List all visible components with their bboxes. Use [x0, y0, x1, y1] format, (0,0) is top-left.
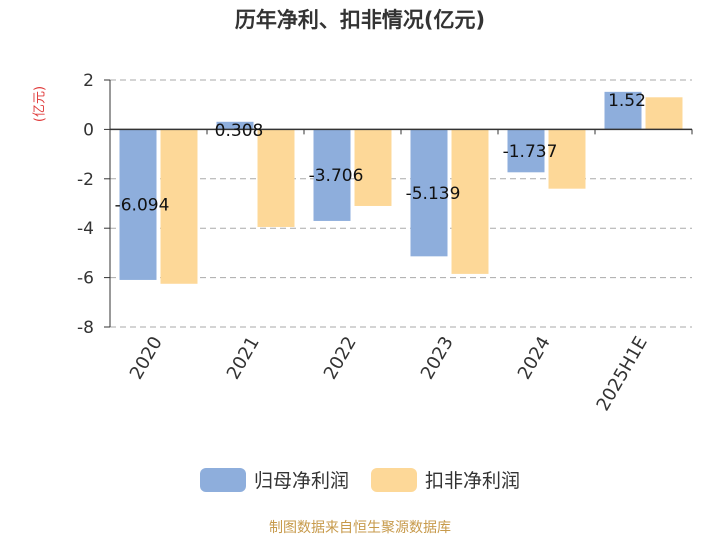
bar-net-profit-2022 [313, 129, 351, 221]
legend-swatch-net-profit [199, 467, 246, 492]
data-label-net-profit: -5.139 [406, 184, 461, 204]
bar-deducted-profit-2024 [548, 129, 586, 189]
bar-net-profit-2025H1E [604, 91, 642, 130]
y-tick-label: 2 [83, 71, 94, 91]
x-tick-label: 2022 [320, 333, 361, 383]
y-tick-label: 0 [83, 120, 94, 140]
legend-label-deducted-profit: 扣非净利润 [425, 470, 521, 492]
bar-net-profit-2021 [216, 121, 254, 130]
y-tick-label: -6 [77, 269, 94, 289]
x-tick-label: 2024 [514, 333, 555, 383]
y-tick-label: -8 [77, 318, 94, 338]
bar-deducted-profit-2022 [354, 129, 392, 206]
legend-label-net-profit: 归母净利润 [253, 470, 349, 492]
data-label-net-profit: 0.308 [215, 121, 264, 141]
bar-deducted-profit-2025H1E [645, 97, 683, 130]
legend-item-net-profit[interactable]: 归母净利润 [199, 466, 349, 493]
bar-net-profit-2020 [119, 129, 157, 280]
y-tick-label: -4 [77, 219, 94, 239]
legend-item-deducted-profit[interactable]: 扣非净利润 [371, 466, 520, 493]
bar-deducted-profit-2020 [160, 129, 198, 284]
x-tick-label: 2020 [126, 333, 167, 383]
bar-deducted-profit-2021 [257, 129, 295, 227]
x-tick-label: 2021 [223, 333, 264, 383]
legend-swatch-deducted-profit [371, 467, 417, 492]
bar-net-profit-2023 [410, 129, 448, 257]
data-source-note: 制图数据来自恒生聚源数据库 [269, 520, 451, 536]
bar-deducted-profit-2023 [451, 129, 489, 274]
chart-title: 历年净利、扣非情况(亿元) [234, 8, 486, 32]
data-label-net-profit: -6.094 [115, 196, 170, 216]
data-label-net-profit: -3.706 [309, 166, 364, 186]
data-label-net-profit: 1.52 [608, 91, 646, 111]
x-tick-label: 2023 [417, 333, 458, 383]
data-label-net-profit: -1.737 [503, 142, 558, 162]
x-tick-label: 2025H1E [593, 333, 652, 415]
y-tick-label: -2 [77, 170, 94, 190]
legend: 归母净利润 扣非净利润 [0, 466, 720, 493]
bar-net-profit-2024 [507, 129, 545, 173]
